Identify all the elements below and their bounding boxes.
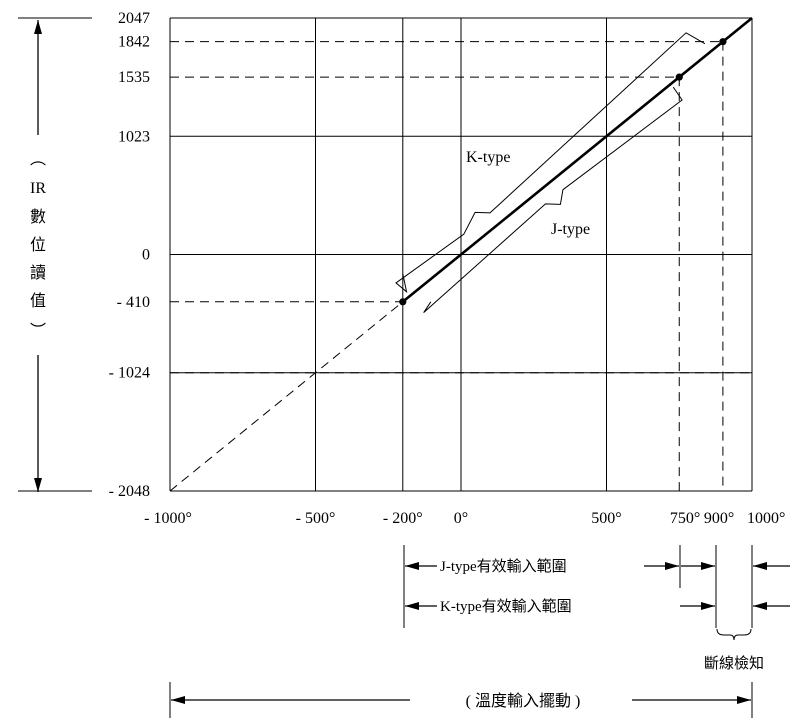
break-detect-brace [716, 628, 752, 641]
series-lines [169, 16, 753, 492]
y-axis-label-3: 位 [30, 236, 46, 254]
x-axis-label-group: ( 溫度輸入擺動 ) [169, 682, 753, 718]
range-indicators: J-type有效輸入範圍 K-type有效輸入範圍 斷線檢知 [403, 545, 790, 672]
k-type-bracket [395, 32, 706, 294]
data-point-2 [719, 38, 727, 46]
j-type-annotation: J-type [551, 221, 590, 238]
x-tick-label-0: - 1000° [144, 510, 192, 527]
x-tick-label-6: 900° [704, 510, 734, 527]
series-line-0 [401, 16, 753, 303]
type-brackets [395, 32, 706, 314]
y-axis-label-6: ︶ [30, 322, 46, 340]
x-axis-label: ( 溫度輸入擺動 ) [466, 692, 581, 710]
y-axis-label-group: ︵ IR 數 位 讀 值 ︶ [18, 17, 92, 492]
y-tick-labels: 2047 1842 1535 1023 0 - 410 - 1024 - 2048 [109, 10, 150, 500]
x-tick-label-2: - 200° [383, 510, 423, 527]
x-tick-label-1: - 500° [296, 510, 336, 527]
y-tick-label-7: - 2048 [109, 483, 150, 500]
y-tick-label-3: 1023 [118, 128, 150, 145]
y-tick-label-5: - 410 [117, 294, 150, 311]
y-tick-label-4: 0 [142, 246, 150, 263]
data-point-0 [399, 298, 407, 306]
y-axis-label-1: IR [30, 180, 46, 197]
x-tick-label-3: 0° [454, 510, 468, 527]
j-range-label: J-type有效輸入範圍 [440, 557, 567, 575]
x-tick-labels: - 1000° - 500° - 200° 0° 500° 750° 900° 1000° [144, 510, 785, 527]
x-tick-label-7: 1000° [747, 510, 785, 527]
k-range-label: K-type有效輸入範圍 [440, 597, 572, 615]
y-tick-label-2: 1535 [118, 69, 150, 86]
y-axis-label-0: ︵ [30, 151, 46, 168]
j-type-bracket [423, 86, 683, 314]
x-tick-label-4: 500° [591, 510, 621, 527]
x-tick-label-5: 750° [670, 510, 700, 527]
data-points [399, 38, 727, 306]
data-point-1 [675, 73, 683, 81]
y-tick-label-6: - 1024 [109, 365, 150, 382]
y-axis-label-2: 數 [30, 208, 46, 226]
y-tick-label-0: 2047 [118, 10, 150, 27]
k-type-annotation: K-type [466, 149, 510, 166]
y-axis-label-5: 值 [30, 292, 46, 310]
y-axis-label-4: 讀 [30, 264, 46, 282]
reference-lines [170, 41, 752, 491]
break-detect-label: 斷線檢知 [704, 655, 764, 672]
series-line-1 [169, 301, 404, 492]
y-tick-label-1: 1842 [118, 34, 150, 51]
